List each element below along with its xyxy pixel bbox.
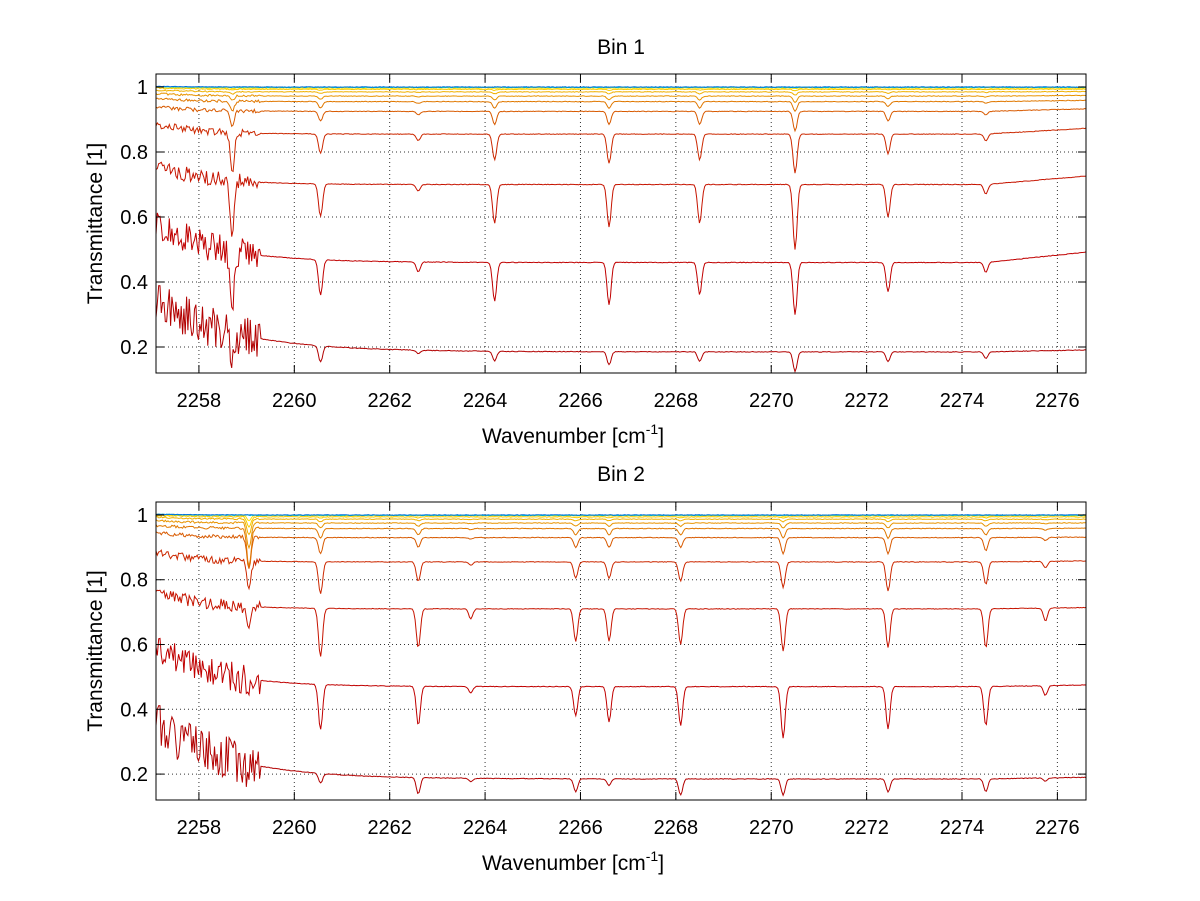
series-group [156, 85, 1086, 373]
x-tick-label: 2270 [749, 817, 794, 839]
x-tick-label: 2276 [1035, 390, 1080, 412]
series-line [156, 161, 1086, 250]
series-line [156, 549, 1086, 594]
x-tick-label: 2268 [654, 390, 699, 412]
series-line [156, 516, 1086, 536]
y-tick-label: 0.6 [120, 207, 148, 229]
panel-bin-2: 2258 2260 2262 2264 2266 2268 2270 2272 2274 2276… [84, 463, 1087, 875]
x-tick-label: 2262 [367, 390, 412, 412]
series-line [156, 589, 1086, 657]
chart-title: Bin 1 [597, 36, 645, 59]
series-line [156, 89, 1086, 96]
axes-box [155, 501, 1087, 801]
x-axis-label: Wavenumber [cm-1] [482, 848, 664, 875]
y-tick-label: 0.4 [120, 699, 148, 721]
y-tick-label: 0.2 [120, 764, 148, 786]
x-tick-label: 2258 [177, 390, 222, 412]
series-line [156, 97, 1086, 113]
y-tick-label: 0.8 [120, 142, 148, 164]
x-tick-label: 2270 [749, 390, 794, 412]
x-axis-label-superscript: -1 [646, 848, 659, 864]
series-line [156, 285, 1086, 373]
series-line [156, 513, 1086, 516]
x-tick-label: 2260 [272, 817, 317, 839]
x-tick-label: 2264 [463, 817, 508, 839]
x-tick-label: 2260 [272, 390, 317, 412]
x-tick-label: 2274 [940, 817, 985, 839]
series-line [156, 121, 1086, 174]
x-tick-label: 2272 [844, 390, 889, 412]
y-axis-label: Transmittance [1] [84, 143, 107, 304]
axes-box [155, 73, 1087, 374]
series-line [156, 519, 1086, 550]
x-tick-label: 2266 [558, 390, 603, 412]
ticks: 2258 2260 2262 2264 2266 2268 2270 2272 2274 2276… [120, 74, 1086, 412]
x-axis-label-suffix: ] [658, 425, 664, 448]
x-axis-label-superscript: -1 [646, 421, 659, 437]
y-tick-label: 0.6 [120, 635, 148, 657]
chart-title: Bin 2 [597, 463, 645, 486]
y-tick-label: 1 [137, 77, 148, 99]
x-tick-label: 2268 [654, 817, 699, 839]
x-axis-label-main: Wavenumber [cm [482, 425, 646, 448]
series-line [156, 85, 1086, 88]
x-axis-label-suffix: ] [658, 852, 664, 875]
y-tick-label: 0.8 [120, 570, 148, 592]
y-tick-label: 1 [137, 505, 148, 527]
series-line [156, 705, 1086, 797]
series-line [156, 637, 1086, 739]
y-tick-label: 0.4 [120, 272, 148, 294]
series-group [156, 513, 1086, 797]
series-line [156, 531, 1086, 569]
x-tick-label: 2266 [558, 817, 603, 839]
series-line [156, 514, 1086, 529]
x-tick-label: 2274 [940, 390, 985, 412]
x-tick-label: 2258 [177, 817, 222, 839]
series-line [156, 524, 1086, 567]
gridlines [156, 502, 1086, 800]
y-tick-label: 0.2 [120, 337, 148, 359]
x-tick-label: 2276 [1035, 817, 1080, 839]
y-axis-label: Transmittance [1] [84, 570, 107, 731]
series-line [156, 87, 1086, 92]
series-line [156, 212, 1086, 315]
x-tick-label: 2262 [367, 817, 412, 839]
x-axis-label: Wavenumber [cm-1] [482, 421, 664, 448]
x-tick-label: 2272 [844, 817, 889, 839]
panel-bin-1: 2258 2260 2262 2264 2266 2268 2270 2272 2274 2276… [84, 36, 1087, 448]
ticks: 2258 2260 2262 2264 2266 2268 2270 2272 2274 2276… [120, 502, 1086, 839]
x-axis-label-main: Wavenumber [cm [482, 852, 646, 875]
series-line [156, 92, 1086, 104]
series-line [156, 105, 1086, 133]
gridlines [156, 74, 1086, 373]
x-tick-label: 2264 [463, 390, 508, 412]
